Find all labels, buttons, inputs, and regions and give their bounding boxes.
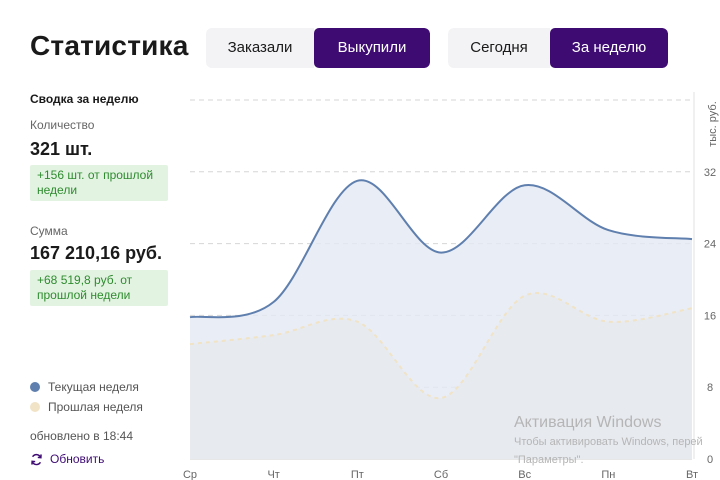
sum-value: 167 210,16 руб. (30, 243, 162, 263)
refresh-label: Обновить (50, 452, 105, 466)
quantity-delta-text-2: недели (37, 183, 78, 197)
page-title: Статистика (30, 30, 189, 61)
sum-delta-text-2: прошлой недели (37, 288, 131, 302)
legend-previous-dot (30, 402, 40, 412)
legend-previous: Прошлая неделя (30, 400, 143, 414)
legend-current-label: Текущая неделя (48, 380, 139, 394)
x-tick-label: Сб (434, 469, 448, 480)
refresh-icon (31, 453, 42, 465)
legend-current: Текущая неделя (30, 380, 139, 394)
x-tick-label: Ср (183, 469, 197, 480)
tab-today[interactable]: Сегодня (448, 28, 550, 68)
x-tick-label: Вс (518, 469, 531, 480)
y-tick-label: 0 (707, 454, 713, 466)
legend-current-dot (30, 382, 40, 392)
y-axis-label: тыс. руб. (707, 101, 719, 147)
current-week-area (190, 180, 692, 459)
y-tick-label: 32 (704, 167, 716, 179)
y-tick-label: 16 (704, 310, 716, 322)
x-tick-label: Пт (351, 469, 364, 480)
tab-week[interactable]: За неделю (550, 28, 668, 68)
legend-previous-label: Прошлая неделя (48, 400, 143, 414)
current-week-line (189, 179, 693, 319)
quantity-delta-text: +156 шт. от прошлой (37, 168, 154, 182)
sum-label: Сумма (30, 224, 68, 238)
tab-ordered[interactable]: Заказали (206, 28, 314, 68)
y-tick-label: 24 (704, 239, 716, 251)
x-tick-label: Пн (601, 469, 615, 480)
x-tick-label: Вт (686, 469, 698, 480)
quantity-value: 321 шт. (30, 139, 93, 159)
sum-delta-badge: +68 519,8 руб. от прошлой недели (30, 270, 168, 306)
refresh-button[interactable]: Обновить (30, 452, 104, 466)
sum-delta-text: +68 519,8 руб. от (37, 273, 133, 287)
summary-heading: Сводка за неделю (30, 92, 139, 106)
metric-toggle: Заказали Выкупили (206, 28, 430, 68)
x-tick-label: Чт (267, 469, 279, 480)
quantity-delta-badge: +156 шт. от прошлой недели (30, 165, 168, 201)
period-toggle: Сегодня За неделю (448, 28, 668, 68)
quantity-label: Количество (30, 118, 95, 132)
y-tick-label: 8 (707, 382, 713, 394)
updated-timestamp: обновлено в 18:44 (30, 429, 133, 443)
tab-bought-out[interactable]: Выкупили (314, 28, 430, 68)
